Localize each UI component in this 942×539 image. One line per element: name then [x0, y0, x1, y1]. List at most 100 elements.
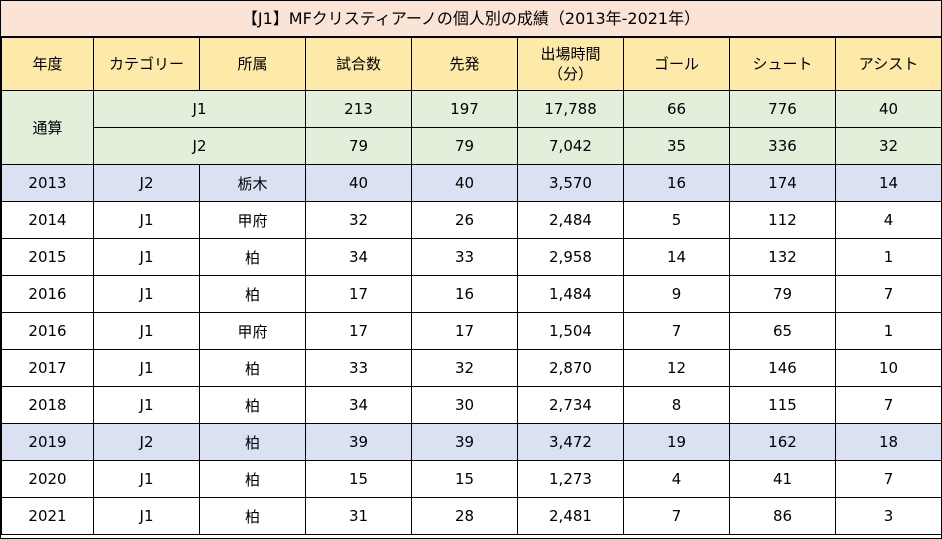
table-row: 2016 J1 柏 17 16 1,484 9 79 7	[1, 275, 942, 313]
totals-minutes: 17,788	[517, 90, 624, 128]
header-matches: 試合数	[305, 37, 412, 91]
cell-year: 2017	[1, 349, 94, 387]
cell-assists: 3	[835, 497, 942, 535]
cell-minutes: 1,504	[517, 312, 624, 350]
cell-year: 2015	[1, 238, 94, 276]
totals-minutes: 7,042	[517, 127, 624, 165]
cell-shots: 146	[729, 349, 836, 387]
table-title: 【J1】MFクリスティアーノの個人別の成績（2013年-2021年）	[1, 1, 941, 37]
cell-club: 甲府	[199, 201, 306, 239]
totals-shots: 336	[729, 127, 836, 165]
cell-starts: 39	[411, 423, 518, 461]
cell-minutes: 1,484	[517, 275, 624, 313]
cell-minutes: 1,273	[517, 460, 624, 498]
cell-club: 栃木	[199, 164, 306, 202]
cell-club: 柏	[199, 275, 306, 313]
header-goals: ゴール	[623, 37, 730, 91]
cell-starts: 16	[411, 275, 518, 313]
table-row: 2014 J1 甲府 32 26 2,484 5 112 4	[1, 201, 942, 239]
cell-starts: 40	[411, 164, 518, 202]
cell-category: J2	[93, 164, 200, 202]
totals-row-j2: J2 79 79 7,042 35 336 32	[2, 127, 942, 165]
cell-goals: 5	[623, 201, 730, 239]
cell-club: 甲府	[199, 312, 306, 350]
table-row: 2018 J1 柏 34 30 2,734 8 115 7	[1, 386, 942, 424]
cell-goals: 4	[623, 460, 730, 498]
cell-minutes: 2,734	[517, 386, 624, 424]
totals-starts: 79	[411, 127, 518, 165]
header-club: 所属	[199, 37, 306, 91]
cell-shots: 112	[729, 201, 836, 239]
header-minutes-line1: 出場時間	[540, 45, 601, 63]
cell-starts: 32	[411, 349, 518, 387]
totals-label: 通算	[1, 90, 94, 165]
cell-assists: 18	[835, 423, 942, 461]
cell-category: J1	[93, 386, 200, 424]
totals-assists: 40	[835, 90, 942, 128]
cell-club: 柏	[199, 349, 306, 387]
table-row: 2019 J2 柏 39 39 3,472 19 162 18	[1, 423, 942, 461]
cell-matches: 34	[305, 238, 412, 276]
cell-matches: 34	[305, 386, 412, 424]
totals-category: J1	[93, 90, 306, 128]
cell-matches: 31	[305, 497, 412, 535]
cell-shots: 79	[729, 275, 836, 313]
cell-shots: 162	[729, 423, 836, 461]
cell-year: 2014	[1, 201, 94, 239]
cell-assists: 14	[835, 164, 942, 202]
cell-shots: 115	[729, 386, 836, 424]
cell-matches: 17	[305, 312, 412, 350]
cell-matches: 15	[305, 460, 412, 498]
cell-goals: 7	[623, 497, 730, 535]
cell-matches: 32	[305, 201, 412, 239]
header-starts: 先発	[411, 37, 518, 91]
cell-year: 2018	[1, 386, 94, 424]
totals-category: J2	[93, 127, 306, 165]
totals-assists: 32	[835, 127, 942, 165]
cell-shots: 65	[729, 312, 836, 350]
cell-goals: 9	[623, 275, 730, 313]
cell-category: J1	[93, 238, 200, 276]
totals-shots: 776	[729, 90, 836, 128]
header-minutes-line2: （分）	[547, 65, 593, 83]
cell-assists: 1	[835, 312, 942, 350]
cell-year: 2016	[1, 312, 94, 350]
header-row: 年度 カテゴリー 所属 試合数 先発 出場時間 （分） ゴール シュート アシス…	[1, 37, 942, 91]
table-row: 2016 J1 甲府 17 17 1,504 7 65 1	[1, 312, 942, 350]
cell-shots: 86	[729, 497, 836, 535]
cell-club: 柏	[199, 497, 306, 535]
cell-goals: 16	[623, 164, 730, 202]
table-row: 2013 J2 栃木 40 40 3,570 16 174 14	[1, 164, 942, 202]
cell-shots: 41	[729, 460, 836, 498]
cell-assists: 7	[835, 386, 942, 424]
cell-minutes: 2,870	[517, 349, 624, 387]
totals-row-j1: 通算 J1 213 197 17,788 66 776 40	[1, 90, 942, 165]
cell-year: 2021	[1, 497, 94, 535]
cell-year: 2016	[1, 275, 94, 313]
cell-minutes: 2,484	[517, 201, 624, 239]
table-row: 2021 J1 柏 31 28 2,481 7 86 3	[1, 497, 942, 535]
totals-matches: 79	[305, 127, 412, 165]
stats-table: 年度 カテゴリー 所属 試合数 先発 出場時間 （分） ゴール シュート アシス…	[1, 37, 942, 535]
header-category: カテゴリー	[93, 37, 200, 91]
cell-starts: 30	[411, 386, 518, 424]
cell-matches: 39	[305, 423, 412, 461]
cell-year: 2020	[1, 460, 94, 498]
cell-matches: 17	[305, 275, 412, 313]
cell-assists: 1	[835, 238, 942, 276]
cell-assists: 4	[835, 201, 942, 239]
cell-assists: 7	[835, 275, 942, 313]
cell-category: J1	[93, 460, 200, 498]
cell-club: 柏	[199, 386, 306, 424]
cell-goals: 19	[623, 423, 730, 461]
cell-shots: 174	[729, 164, 836, 202]
cell-goals: 12	[623, 349, 730, 387]
totals-goals: 66	[623, 90, 730, 128]
header-year: 年度	[1, 37, 94, 91]
cell-category: J1	[93, 312, 200, 350]
cell-starts: 15	[411, 460, 518, 498]
cell-minutes: 2,958	[517, 238, 624, 276]
header-assists: アシスト	[835, 37, 942, 91]
cell-assists: 7	[835, 460, 942, 498]
